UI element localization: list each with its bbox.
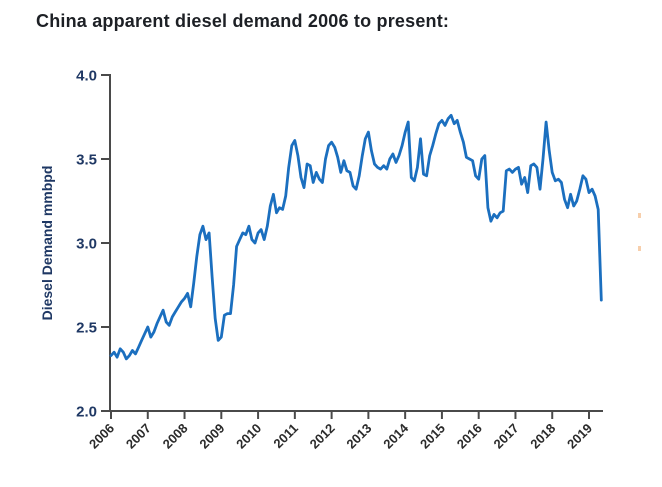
y-tick-label: 3.0 bbox=[76, 236, 97, 253]
axis-ticks bbox=[101, 74, 590, 419]
axes bbox=[109, 74, 603, 412]
right-edge-artifacts bbox=[638, 213, 641, 251]
x-tick-label: 2019 bbox=[564, 421, 595, 452]
x-tick-label: 2010 bbox=[233, 421, 264, 452]
demand-line-series bbox=[109, 113, 603, 361]
x-tick-label: 2007 bbox=[123, 421, 154, 452]
x-tick-label: 2018 bbox=[527, 421, 558, 452]
x-tick-label: 2011 bbox=[270, 421, 301, 452]
x-tick-label: 2014 bbox=[380, 420, 412, 452]
edge-artifact-mark bbox=[638, 246, 641, 251]
x-tick-label: 2013 bbox=[343, 421, 374, 452]
x-tick-label: 2012 bbox=[307, 421, 338, 452]
chart-title: China apparent diesel demand 2006 to pre… bbox=[36, 11, 450, 31]
axis-lines bbox=[109, 74, 603, 412]
y-tick-label: 2.0 bbox=[76, 404, 97, 421]
edge-artifact-mark bbox=[638, 213, 641, 218]
x-tick-label: 2017 bbox=[491, 421, 522, 452]
y-axis-title: Diesel Demand mmbpd bbox=[39, 166, 55, 321]
y-tick-label: 4.0 bbox=[76, 68, 97, 85]
x-tick-label: 2008 bbox=[160, 421, 191, 452]
diesel-demand-line bbox=[109, 113, 603, 361]
y-tick-label: 3.5 bbox=[76, 152, 97, 169]
x-tick-label: 2016 bbox=[454, 421, 485, 452]
x-tick-label: 2006 bbox=[86, 421, 117, 452]
x-tick-label: 2009 bbox=[196, 421, 227, 452]
x-tick-label: 2015 bbox=[417, 421, 448, 452]
y-tick-label: 2.5 bbox=[76, 320, 97, 337]
